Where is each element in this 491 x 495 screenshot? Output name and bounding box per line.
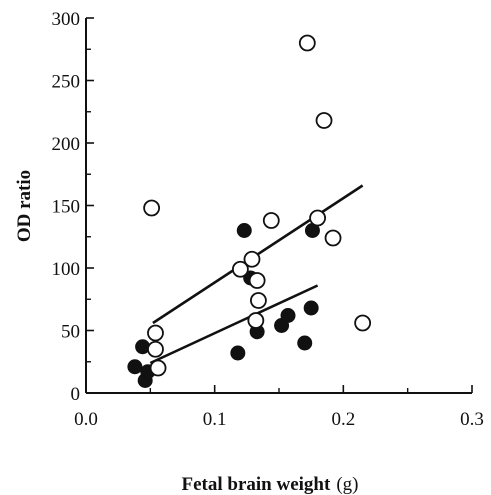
x-tick-label: 0.3 xyxy=(460,409,484,430)
y-tick-label: 250 xyxy=(52,72,81,93)
open-data-point xyxy=(231,260,249,278)
x-tick-label: 0.1 xyxy=(203,409,227,430)
filled-data-point xyxy=(127,359,143,375)
open-data-point xyxy=(262,212,280,229)
x-tick-label: 0.2 xyxy=(331,409,355,430)
filled-data-point xyxy=(280,308,296,323)
filled-series-fit-line xyxy=(149,284,319,365)
open-data-point xyxy=(324,229,342,247)
open-data-point xyxy=(247,312,265,329)
open-data-point xyxy=(143,199,161,217)
filled-data-point xyxy=(230,345,246,361)
y-tick-label: 150 xyxy=(52,197,81,218)
y-tick-label: 50 xyxy=(61,322,80,343)
filled-data-point xyxy=(303,300,319,316)
open-data-point xyxy=(147,324,164,342)
y-tick-label: 300 xyxy=(52,9,81,30)
data-points xyxy=(127,34,372,388)
x-tick-label: 0.0 xyxy=(74,409,98,430)
y-axis: 0 50 100 150 200 250 300 xyxy=(52,9,94,405)
x-axis: 0.0 0.1 0.2 0.3 xyxy=(74,385,484,430)
open-data-point xyxy=(354,314,372,332)
filled-data-point xyxy=(236,223,252,238)
open-data-point xyxy=(243,250,261,268)
open-data-point xyxy=(309,209,327,227)
filled-data-point xyxy=(297,335,313,351)
y-tick-label: 0 xyxy=(71,384,81,405)
open-data-point xyxy=(315,112,333,129)
x-axis-title-text: Fetal brain weight xyxy=(182,474,331,495)
open-data-point xyxy=(147,340,164,358)
y-tick-label: 100 xyxy=(52,259,81,280)
open-data-point xyxy=(248,272,266,289)
x-axis-unit: (g) xyxy=(336,474,358,495)
y-axis-title: OD ratio xyxy=(14,170,35,242)
open-data-point xyxy=(298,34,316,52)
y-tick-label: 200 xyxy=(52,134,81,155)
open-data-point xyxy=(250,292,267,309)
x-axis-title: Fetal brain weight (g) xyxy=(182,474,359,495)
open-data-point xyxy=(149,359,167,377)
